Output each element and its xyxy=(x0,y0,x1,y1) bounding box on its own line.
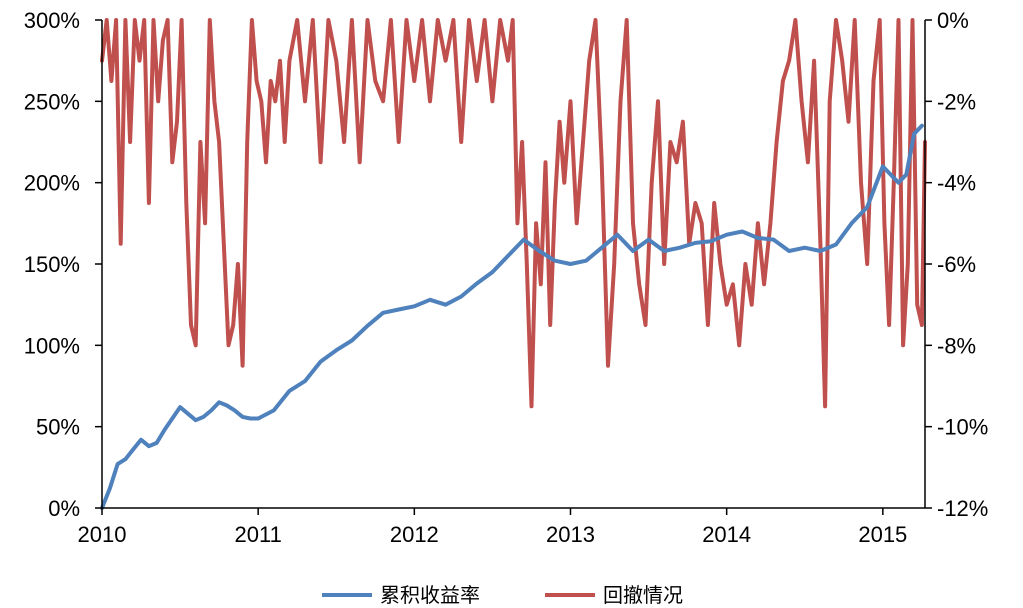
right-y-tick-label: -10% xyxy=(937,415,988,440)
right-y-tick-label: -4% xyxy=(937,171,976,196)
left-y-tick-label: 200% xyxy=(24,171,80,196)
right-y-tick-label: -6% xyxy=(937,252,976,277)
left-y-tick-label: 50% xyxy=(36,415,80,440)
x-tick-label: 2013 xyxy=(546,522,595,547)
x-tick-label: 2011 xyxy=(235,522,282,547)
right-y-tick-label: -12% xyxy=(937,496,988,521)
legend-label: 回撤情况 xyxy=(603,583,683,607)
left-y-tick-label: 150% xyxy=(24,252,80,277)
x-tick-label: 2014 xyxy=(702,522,751,547)
left-y-tick-label: 0% xyxy=(48,496,80,521)
x-tick-label: 2012 xyxy=(390,522,439,547)
right-y-tick-label: -2% xyxy=(937,89,976,114)
legend: 累积收益率 回撤情况 xyxy=(322,583,683,607)
left-y-tick-label: 250% xyxy=(24,89,80,114)
cumulative-return-line xyxy=(100,123,924,510)
x-tick-label: 2010 xyxy=(78,522,127,547)
left-y-tick-label: 100% xyxy=(24,333,80,358)
drawdown-line xyxy=(100,18,927,409)
legend-item-drawdown: 回撤情况 xyxy=(545,583,683,607)
legend-label: 累积收益率 xyxy=(380,583,480,607)
right-y-tick-label: 0% xyxy=(937,8,969,33)
x-tick-label: 2015 xyxy=(858,522,907,547)
left-y-tick-label: 300% xyxy=(24,8,80,33)
legend-item-cumulative: 累积收益率 xyxy=(322,583,480,607)
right-y-tick-label: -8% xyxy=(937,333,976,358)
